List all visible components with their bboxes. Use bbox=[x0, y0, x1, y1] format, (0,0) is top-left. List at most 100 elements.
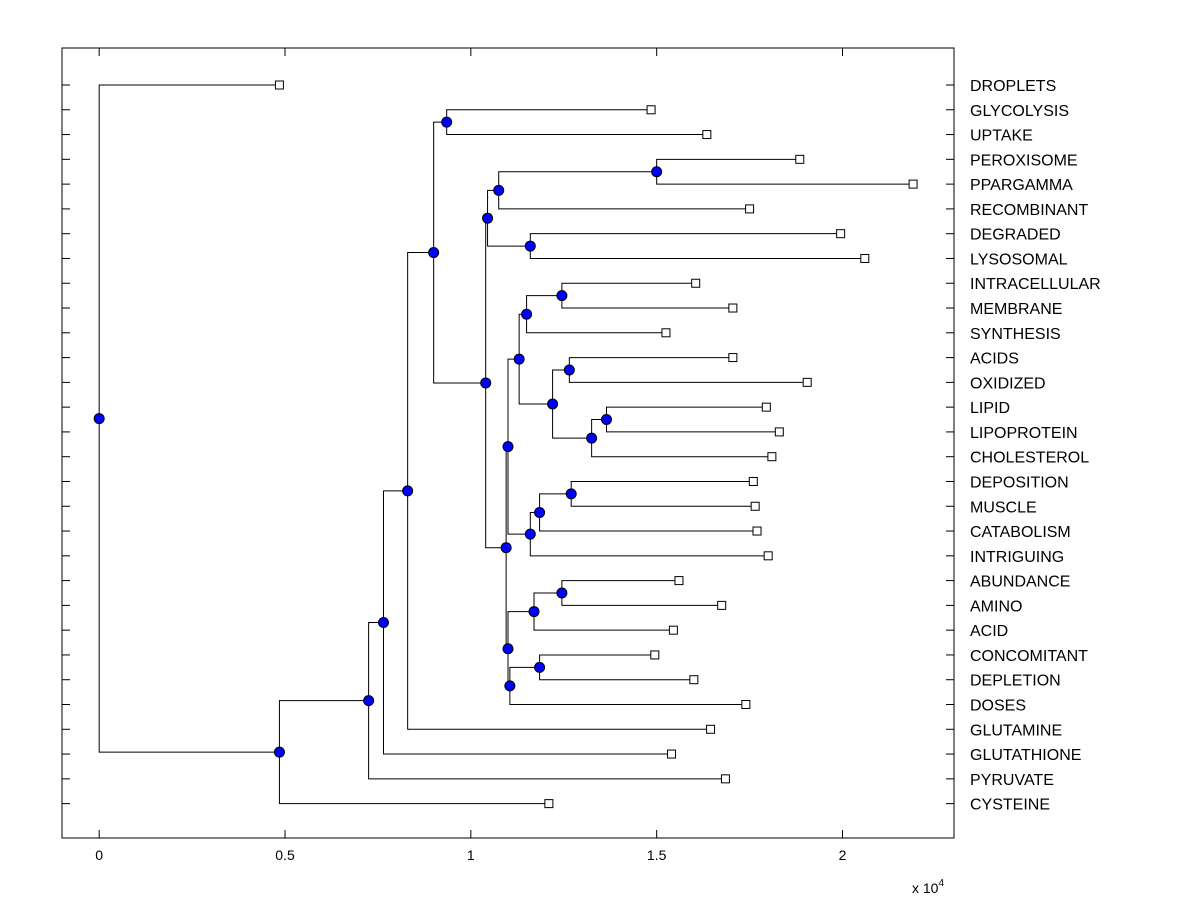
branch-n-gu bbox=[446, 109, 707, 136]
leaf-markers bbox=[274, 80, 918, 809]
x-axis-multiplier: x 104 bbox=[912, 878, 944, 896]
node-marker-n-ll bbox=[600, 414, 612, 426]
x-tick-labels: 0 0.5 1 1.5 2 bbox=[95, 847, 846, 863]
node-marker-n-aa bbox=[556, 587, 568, 599]
plot-border bbox=[61, 47, 955, 839]
node-markers bbox=[93, 116, 663, 758]
leaf-label-droplets: DROPLETS bbox=[970, 78, 1056, 95]
leaf-marker-ppargamma bbox=[908, 179, 918, 189]
branch-n-d bbox=[407, 252, 711, 730]
node-marker-n-r bbox=[528, 606, 540, 618]
x-tick-label: 1.5 bbox=[647, 847, 667, 863]
leaf-marker-doses bbox=[741, 700, 751, 709]
leaf-marker-lipid bbox=[761, 402, 771, 412]
node-marker-n-e bbox=[428, 247, 440, 259]
x-tick-label: 0 bbox=[95, 847, 103, 863]
branch-n-cd bbox=[539, 654, 694, 681]
leaf-label-lipoprotein: LIPOPROTEIN bbox=[970, 425, 1078, 442]
leaf-label-acid: ACID bbox=[970, 623, 1008, 640]
leaf-label-peroxisome: PEROXISOME bbox=[970, 152, 1078, 169]
branch-n-g1 bbox=[498, 171, 750, 210]
leaf-label-synthesis: SYNTHESIS bbox=[970, 326, 1061, 343]
leaf-label-recombinant: RECOMBINANT bbox=[970, 202, 1088, 219]
branch-n-g bbox=[487, 189, 531, 247]
node-marker-n-c bbox=[377, 616, 389, 628]
node-marker-n-o bbox=[586, 432, 598, 444]
leaf-marker-depletion bbox=[689, 675, 699, 685]
node-marker-n-dl bbox=[524, 240, 536, 252]
node-marker-n-ao bbox=[563, 364, 575, 376]
branch-n-e bbox=[433, 121, 486, 384]
branch-n-im bbox=[561, 282, 733, 309]
leaf-label-deposition: DEPOSITION bbox=[970, 474, 1069, 491]
leaf-label-ppargamma: PPARGAMMA bbox=[970, 177, 1073, 194]
leaf-marker-oxidized bbox=[802, 377, 812, 387]
leaf-marker-cholesterol bbox=[767, 452, 777, 462]
leaf-marker-catabolism bbox=[752, 526, 762, 536]
leaf-label-intriguing: INTRIGUING bbox=[970, 549, 1064, 566]
leaf-label-abundance: ABUNDANCE bbox=[970, 574, 1070, 591]
leaf-marker-droplets bbox=[274, 80, 284, 90]
leaf-label-depletion: DEPLETION bbox=[970, 673, 1061, 690]
branch-root bbox=[98, 84, 280, 753]
leaf-label-oxidized: OXIDIZED bbox=[970, 375, 1046, 392]
branch-n-l bbox=[529, 511, 769, 557]
leaf-marker-peroxisome bbox=[795, 154, 805, 164]
branch-n-dl bbox=[529, 233, 865, 259]
leaf-label-acids: ACIDS bbox=[970, 351, 1019, 368]
x-tick-label: 0.5 bbox=[275, 847, 295, 863]
leaf-label-glutamine: GLUTAMINE bbox=[970, 722, 1062, 739]
node-marker-n-f bbox=[480, 377, 492, 389]
leaf-marker-intriguing bbox=[763, 551, 773, 561]
node-marker-n-h bbox=[500, 542, 512, 554]
leaf-marker-glutamine bbox=[706, 724, 716, 734]
x-tick-label: 1 bbox=[467, 847, 475, 863]
leaf-label-lysosomal: LYSOSOMAL bbox=[970, 251, 1068, 268]
leaf-label-membrane: MEMBRANE bbox=[970, 301, 1062, 318]
leaf-marker-lysosomal bbox=[860, 253, 870, 263]
leaf-labels: DROPLETS GLYCOLYSIS UPTAKE PEROXISOME PPARGA… bbox=[970, 78, 1101, 814]
branch-n-ll bbox=[605, 406, 780, 433]
node-marker-n-gu bbox=[441, 116, 453, 128]
leaf-marker-uptake bbox=[702, 130, 712, 140]
branch-n-a bbox=[278, 700, 549, 805]
branch-n-p bbox=[539, 493, 758, 532]
branch-n-pp bbox=[656, 158, 914, 185]
leaf-marker-acids bbox=[728, 353, 738, 363]
branch-n-q bbox=[570, 480, 756, 507]
leaf-marker-degraded bbox=[836, 229, 846, 239]
leaf-label-muscle: MUSCLE bbox=[970, 499, 1037, 516]
node-marker-n-a bbox=[273, 746, 285, 758]
node-marker-n-k bbox=[513, 353, 525, 365]
leaf-marker-synthesis bbox=[661, 328, 671, 338]
leaf-marker-deposition bbox=[748, 476, 758, 486]
leaf-marker-cysteine bbox=[544, 799, 554, 809]
leaf-label-intracellular: INTRACELLULAR bbox=[970, 276, 1101, 293]
leaf-marker-amino bbox=[717, 600, 727, 610]
leaf-label-doses: DOSES bbox=[970, 698, 1026, 715]
branch-n-n bbox=[552, 369, 592, 439]
leaf-marker-lipoprotein bbox=[774, 427, 784, 437]
node-marker-n-m bbox=[521, 308, 533, 320]
leaf-marker-concomitant bbox=[650, 650, 660, 660]
x-multiplier-base: x 10 bbox=[912, 880, 939, 896]
x-tick-label: 2 bbox=[839, 847, 847, 863]
node-marker-n-s bbox=[504, 680, 516, 692]
leaf-label-amino: AMINO bbox=[970, 598, 1022, 615]
leaf-label-lipid: LIPID bbox=[970, 400, 1010, 417]
node-marker-n-j bbox=[502, 643, 514, 655]
node-marker-n-g1 bbox=[493, 184, 505, 196]
branch-n-o bbox=[591, 419, 772, 458]
leaf-marker-intracellular bbox=[691, 278, 701, 288]
leaf-label-degraded: DEGRADED bbox=[970, 227, 1061, 244]
leaf-label-glycolysis: GLYCOLYSIS bbox=[970, 103, 1069, 120]
node-marker-n-b bbox=[363, 695, 375, 707]
leaf-marker-pyruvate bbox=[720, 774, 730, 784]
plot-frame bbox=[61, 47, 955, 839]
leaf-marker-glycolysis bbox=[646, 105, 656, 115]
node-marker-root bbox=[93, 413, 105, 425]
leaf-marker-glutathione bbox=[667, 749, 677, 759]
branch-n-s bbox=[509, 666, 746, 705]
branch-n-aa bbox=[561, 580, 722, 606]
